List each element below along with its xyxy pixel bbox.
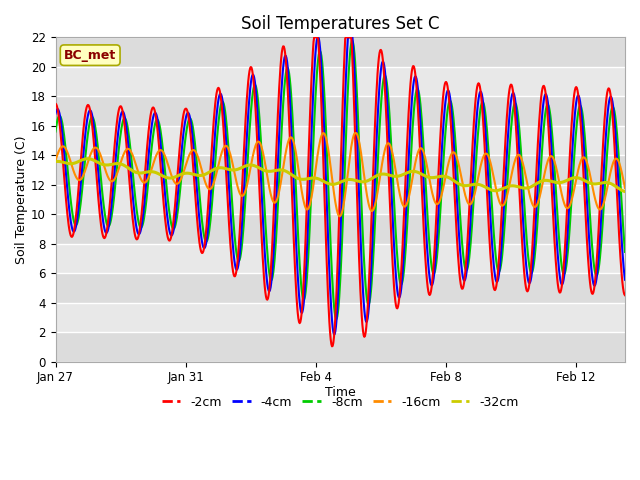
-8cm <box>333 316 340 322</box>
-8cm <box>513 105 520 110</box>
-4cm <box>289 167 297 172</box>
-32cm <box>375 172 383 178</box>
Bar <box>56 67 625 96</box>
-4cm <box>330 332 338 337</box>
-32cm <box>512 183 520 189</box>
-2cm <box>289 219 297 225</box>
Line: -32cm: -32cm <box>56 159 625 192</box>
-16cm <box>376 177 383 183</box>
-4cm <box>314 35 321 40</box>
-4cm <box>376 82 383 88</box>
-32cm <box>260 167 268 173</box>
-2cm <box>72 214 80 219</box>
-2cm <box>186 121 193 127</box>
Bar <box>56 214 625 244</box>
-8cm <box>186 116 193 121</box>
-16cm <box>319 130 327 136</box>
Bar <box>56 302 625 332</box>
Bar <box>56 244 625 273</box>
Bar <box>56 332 625 361</box>
Bar <box>56 155 625 185</box>
-4cm <box>52 111 60 117</box>
Legend: -2cm, -4cm, -8cm, -16cm, -32cm: -2cm, -4cm, -8cm, -16cm, -32cm <box>157 391 524 414</box>
X-axis label: Time: Time <box>325 385 356 398</box>
-2cm <box>513 138 520 144</box>
Line: -8cm: -8cm <box>56 41 625 319</box>
-16cm <box>52 157 60 163</box>
Bar <box>56 185 625 214</box>
-2cm <box>52 101 60 107</box>
-16cm <box>621 185 629 191</box>
-2cm <box>259 255 266 261</box>
-4cm <box>259 212 266 218</box>
Bar <box>56 126 625 155</box>
-32cm <box>84 156 92 162</box>
-32cm <box>52 159 60 165</box>
-4cm <box>513 113 520 119</box>
-2cm <box>328 344 336 349</box>
-8cm <box>259 170 266 176</box>
Bar <box>56 273 625 302</box>
-2cm <box>310 35 318 40</box>
-8cm <box>289 124 297 130</box>
-4cm <box>621 277 629 283</box>
-8cm <box>52 129 60 134</box>
Line: -16cm: -16cm <box>56 133 625 216</box>
-4cm <box>72 224 80 229</box>
-16cm <box>289 137 297 143</box>
-16cm <box>259 149 266 155</box>
Line: -4cm: -4cm <box>56 37 625 335</box>
Line: -2cm: -2cm <box>56 37 625 347</box>
-8cm <box>621 249 629 255</box>
-16cm <box>186 152 193 157</box>
-8cm <box>72 222 80 228</box>
-8cm <box>349 38 356 44</box>
-16cm <box>72 174 80 180</box>
-32cm <box>72 160 80 166</box>
-32cm <box>621 189 629 194</box>
-8cm <box>376 126 383 132</box>
-2cm <box>621 292 629 298</box>
-16cm <box>513 153 520 159</box>
Bar <box>56 37 625 67</box>
-2cm <box>376 50 383 56</box>
Title: Soil Temperatures Set C: Soil Temperatures Set C <box>241 15 440 33</box>
-32cm <box>186 170 194 176</box>
Y-axis label: Soil Temperature (C): Soil Temperature (C) <box>15 135 28 264</box>
-16cm <box>336 214 344 219</box>
Text: BC_met: BC_met <box>64 48 116 61</box>
-32cm <box>290 173 298 179</box>
Bar <box>56 96 625 126</box>
-4cm <box>186 112 193 118</box>
